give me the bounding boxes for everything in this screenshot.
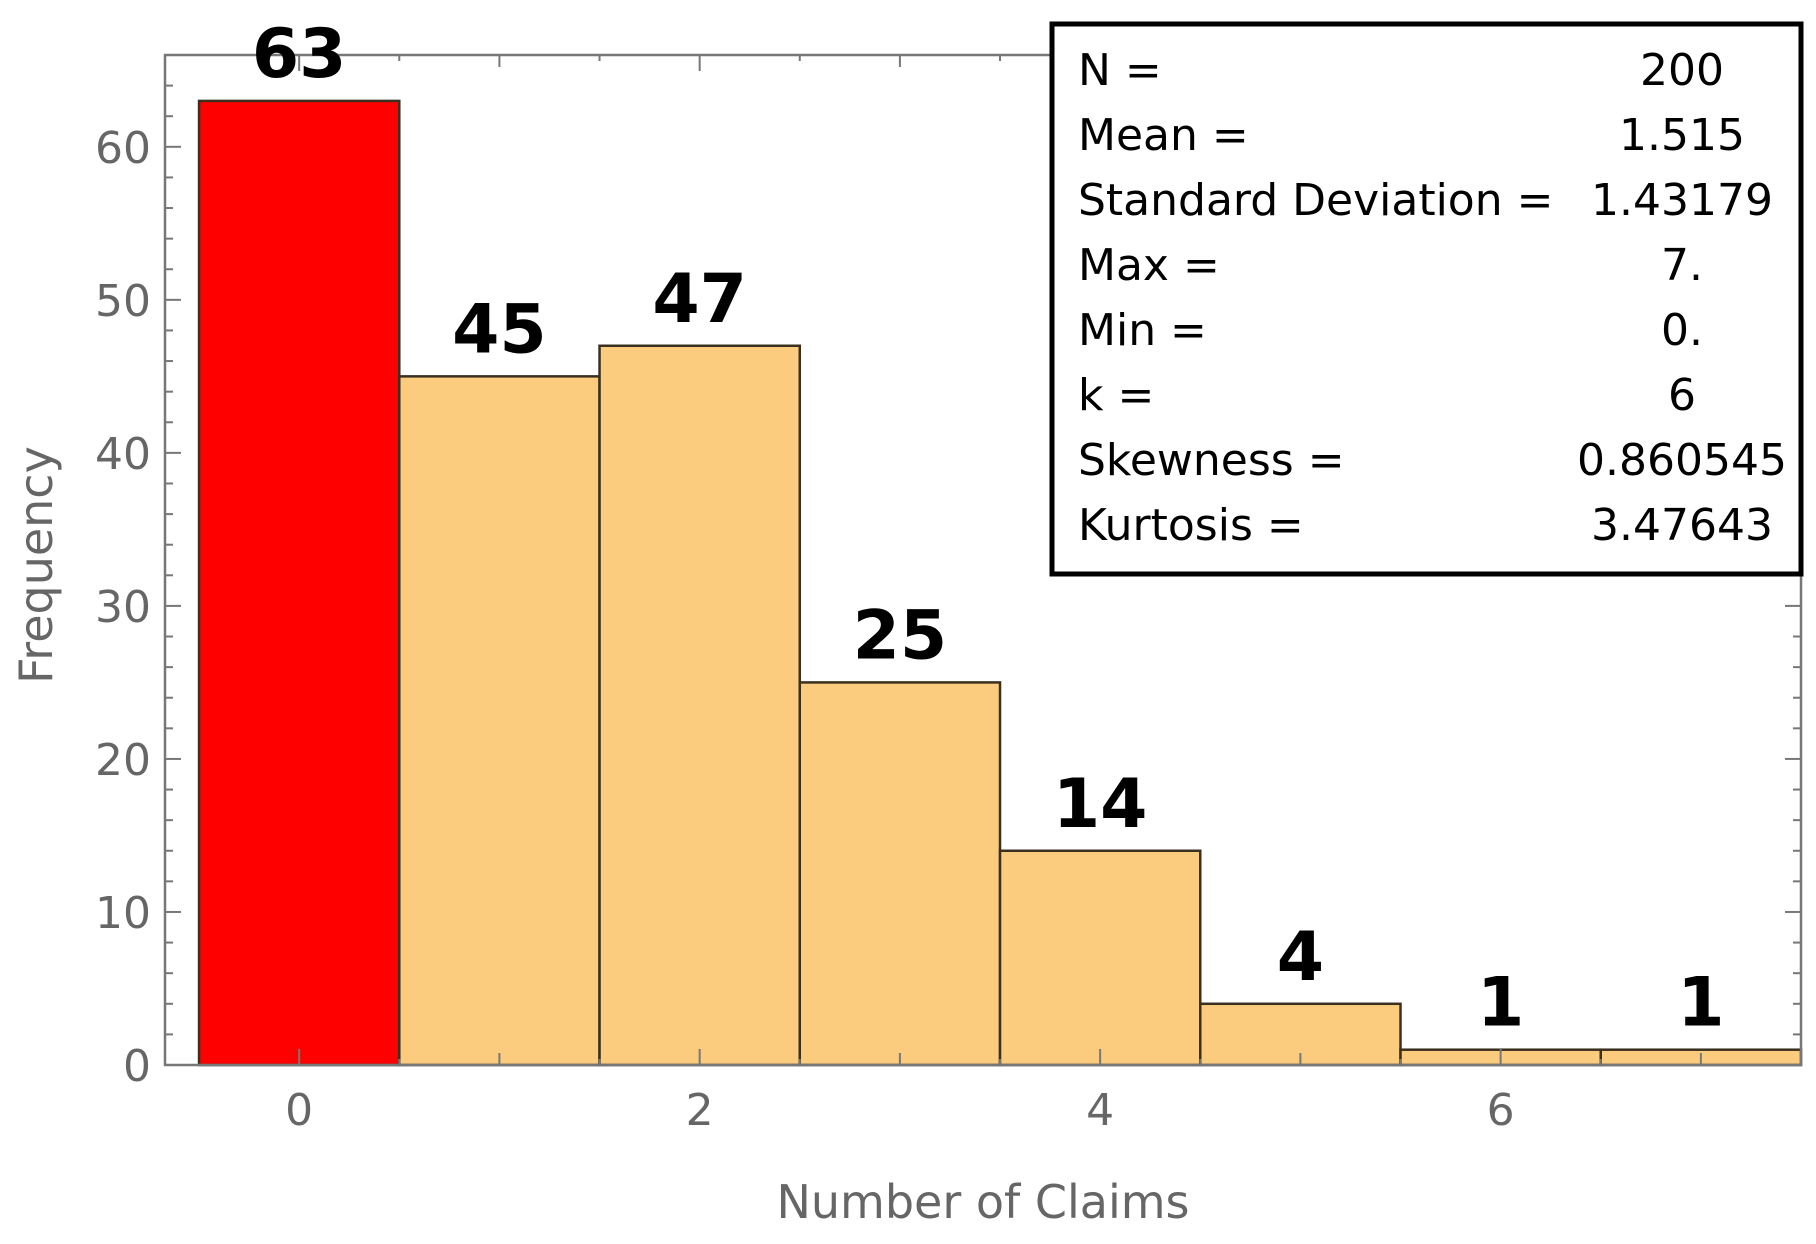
stats-label: Skewness = [1078, 435, 1345, 486]
y-tick-label: 10 [95, 888, 151, 939]
y-tick-label: 40 [95, 429, 151, 480]
y-tick-label: 0 [123, 1041, 151, 1092]
ticks-group: 0 10 20 30 40 50 60 0 2 4 6 [95, 54, 1801, 1136]
bar-4 [998, 849, 1202, 1067]
stats-label: k = [1078, 370, 1154, 421]
stats-label: Kurtosis = [1078, 500, 1304, 551]
x-tick-label: 4 [1086, 1085, 1114, 1136]
y-tick-label: 60 [95, 123, 151, 174]
stats-value: 6 [1668, 370, 1696, 421]
bar-label-7: 1 [1677, 964, 1724, 1043]
bar-label-0: 63 [252, 15, 347, 94]
stats-label: Mean = [1078, 110, 1249, 161]
stats-label: N = [1078, 45, 1162, 96]
stats-value: 0.860545 [1577, 435, 1787, 486]
bar-0 [197, 99, 401, 1067]
bar-labels-group: 63 45 47 25 14 4 1 1 [252, 15, 1725, 1043]
stats-box: N = 200 Mean = 1.515 Standard Deviation = 1.4… [1049, 21, 1804, 577]
bar-3 [798, 681, 1002, 1067]
y-tick-label: 20 [95, 735, 151, 786]
bar-2 [598, 344, 802, 1067]
x-tick-label: 6 [1487, 1085, 1515, 1136]
stats-value: 1.515 [1619, 110, 1745, 161]
stats-value: 3.47643 [1591, 500, 1773, 551]
x-tick-label: 2 [686, 1085, 714, 1136]
stats-label: Standard Deviation = [1078, 175, 1553, 226]
y-tick-label: 50 [95, 276, 151, 327]
bar-label-3: 25 [853, 596, 948, 675]
x-tick-label: 0 [285, 1085, 313, 1136]
bar-label-6: 1 [1477, 964, 1524, 1043]
stats-label: Max = [1078, 240, 1220, 291]
bar-label-1: 45 [452, 290, 547, 369]
stats-value: 0. [1661, 305, 1703, 356]
stats-box-border [1049, 21, 1804, 577]
bar-label-2: 47 [652, 260, 747, 339]
y-axis-title: Frequency [9, 446, 63, 684]
bar-label-4: 14 [1053, 765, 1148, 844]
y-tick-label: 30 [95, 582, 151, 633]
bar-1 [398, 375, 601, 1067]
stats-value: 200 [1640, 45, 1724, 96]
stats-value: 7. [1661, 240, 1703, 291]
stats-value: 1.43179 [1591, 175, 1773, 226]
bars-group [197, 99, 1803, 1067]
bar-label-5: 4 [1277, 918, 1324, 997]
stats-label: Min = [1078, 305, 1207, 356]
x-axis-title: Number of Claims [776, 1175, 1189, 1229]
